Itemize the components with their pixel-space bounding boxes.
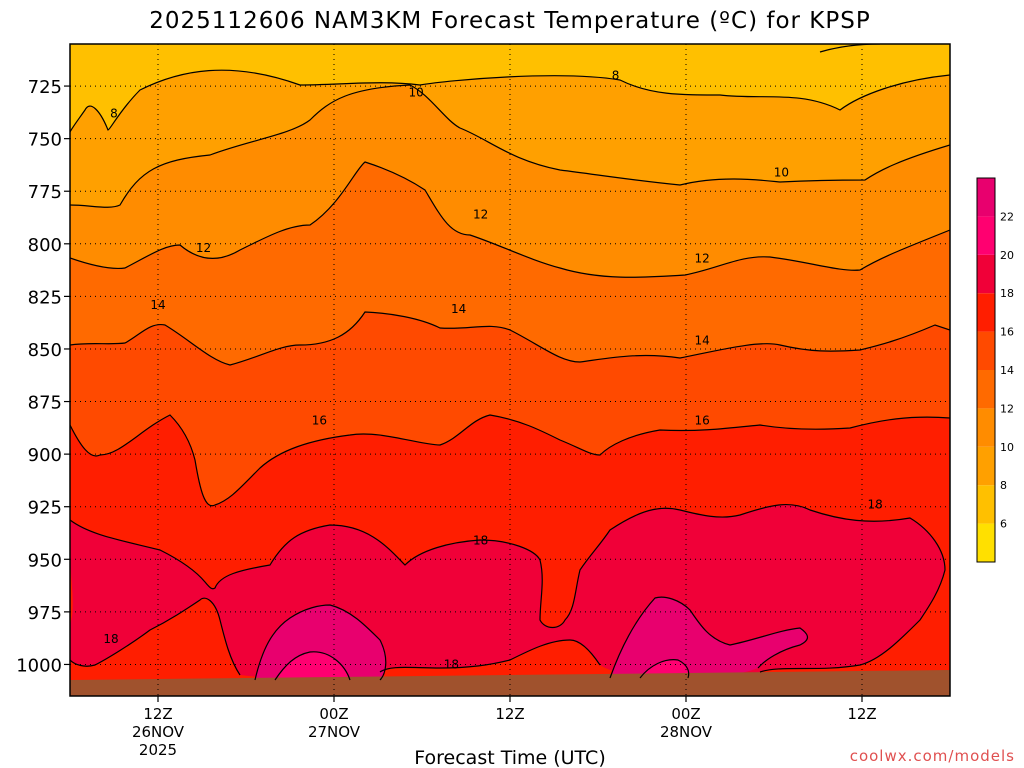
contour-10-line	[70, 84, 950, 208]
y-tick-label: 875	[28, 393, 62, 414]
colorbar-frame	[976, 177, 996, 563]
contour-18-line-lower	[70, 597, 241, 676]
x-tick-label: 00Z	[671, 705, 700, 723]
contour-8-line	[70, 69, 950, 133]
contour-label: 14	[451, 302, 466, 316]
x-tick-label: 28NOV	[660, 723, 713, 741]
x-tick-label: 26NOV	[132, 723, 185, 741]
contour-label: 12	[473, 207, 488, 221]
band-gt-22-a	[275, 651, 350, 680]
y-tick-label: 850	[28, 340, 62, 361]
colorbar-label: 10	[1000, 441, 1014, 454]
contour-label: 14	[694, 334, 709, 348]
contour-22-line-a	[274, 651, 351, 681]
contour-label: 16	[694, 413, 709, 427]
ground-terrain	[70, 670, 950, 696]
x-tick-label: 2025	[139, 741, 177, 759]
x-tick-label: 12Z	[143, 705, 172, 723]
y-tick-label: 800	[28, 235, 62, 256]
colorbar-label: 6	[1000, 518, 1007, 531]
x-axis-label: Forecast Time (UTC)	[414, 747, 605, 768]
y-tick-label: 750	[28, 130, 62, 151]
y-tick-label: 1000	[16, 655, 62, 676]
contour-label: 18	[103, 632, 118, 646]
contour-label: 16	[312, 413, 327, 427]
y-tick-label: 925	[28, 498, 62, 519]
band-20-22-a	[255, 605, 386, 680]
contour-labels: 8 8 10 10 12 12 12 14 14 14 16 16 18 18 18 18	[103, 69, 882, 672]
colorbar-segment	[977, 370, 995, 409]
colorbar: 6 8 10 12 14 16 18 20 22	[976, 177, 1014, 563]
colorbar-label: 20	[1000, 249, 1014, 262]
colorbar-segment	[977, 331, 995, 370]
contour-label: 18	[473, 533, 488, 547]
contour-label: 12	[694, 252, 709, 266]
colorbar-segment	[977, 178, 995, 217]
x-tick-label: 12Z	[847, 705, 876, 723]
y-axis: 725 750 775 800 825 850 875 900 925 950 975 1000	[16, 77, 70, 676]
colorbar-segment	[977, 446, 995, 486]
y-tick-label: 775	[28, 182, 62, 203]
y-tick-label: 825	[28, 287, 62, 308]
colorbar-label: 8	[1000, 479, 1007, 492]
y-tick-label: 900	[28, 445, 62, 466]
contour-12-line	[70, 161, 950, 278]
y-tick-label: 975	[28, 603, 62, 624]
colorbar-segment	[977, 523, 995, 562]
contour-label: 12	[196, 241, 211, 255]
contour-label: 18	[868, 498, 883, 512]
contour-20-line-a	[254, 604, 387, 681]
colorbar-label: 14	[1000, 364, 1014, 377]
contour-20-line-b	[609, 596, 809, 679]
contour-16-line	[70, 414, 950, 507]
contour-label: 18	[444, 657, 459, 671]
band-lt-8	[70, 44, 950, 132]
colorbar-segment	[977, 216, 995, 255]
contour-label: 10	[774, 165, 789, 179]
contour-label: 14	[150, 298, 165, 312]
colorbar-label: 16	[1000, 326, 1014, 339]
grid-lines	[70, 44, 950, 696]
colorbar-label: 22	[1000, 210, 1014, 223]
contour-label: 8	[612, 69, 620, 83]
contour-label: 8	[110, 106, 118, 120]
colorbar-segment	[977, 485, 995, 524]
y-tick-label: 950	[28, 550, 62, 571]
contour-22-line-b	[639, 659, 690, 679]
y-tick-label: 725	[28, 77, 62, 98]
colorbar-label: 12	[1000, 402, 1014, 415]
colorbar-segment	[977, 293, 995, 332]
colorbar-segment	[977, 408, 995, 447]
contour-label: 10	[408, 85, 423, 99]
band-20-22-b	[610, 597, 808, 678]
chart-title: 2025112606 NAM3KM Forecast Temperature (…	[149, 8, 870, 34]
colorbar-label: 18	[1000, 287, 1014, 300]
colorbar-segment	[977, 254, 995, 294]
x-tick-label: 27NOV	[308, 723, 361, 741]
contour-18-line	[70, 504, 946, 673]
contour-14-line	[70, 311, 950, 366]
x-tick-label: 12Z	[495, 705, 524, 723]
watermark: coolwx.com/models	[850, 747, 1015, 765]
x-tick-label: 00Z	[319, 705, 348, 723]
